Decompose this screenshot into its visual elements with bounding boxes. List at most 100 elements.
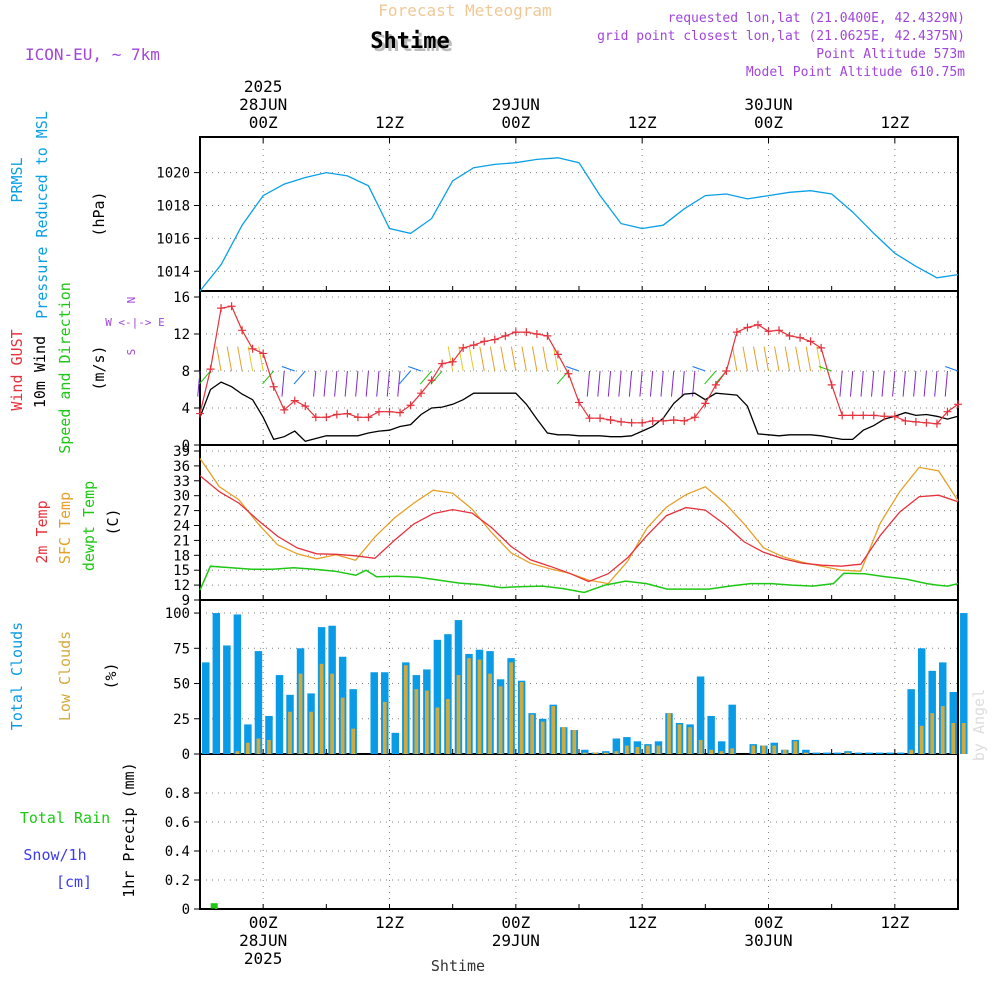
wind-gust-marker [364, 413, 373, 422]
ytick-label-pressure: 1016 [156, 231, 190, 247]
wind-direction-arrow [408, 366, 422, 372]
ytick-label-wind: 8 [182, 364, 190, 380]
panel-precip [194, 753, 959, 910]
wind-direction-arrow [293, 370, 306, 385]
rain-bar [210, 903, 218, 909]
wind-direction-arrow [913, 370, 917, 397]
point-altitude: Point Altitude 573m [816, 47, 965, 62]
wind-direction-label: Speed and Direction [56, 282, 74, 454]
wind-direction-arrow [795, 346, 801, 372]
low-cloud-bar [730, 748, 735, 754]
bottom-time-label: 29JUN [492, 931, 540, 950]
wind-gust-marker [827, 380, 836, 389]
wind-direction-arrow [763, 346, 769, 372]
total-cloud-bar [812, 752, 821, 754]
low-cloud-bar [761, 745, 766, 754]
snow-label: Snow/1h [23, 846, 86, 864]
wind-direction-arrow [419, 370, 432, 385]
total-cloud-bar [244, 724, 252, 754]
low-cloud-bar [509, 662, 513, 754]
pressure-label: PRMSL [8, 157, 26, 202]
ytick-label-temperature: 24 [173, 519, 190, 535]
total-cloud-bar [212, 613, 221, 754]
model-name: ICON-EU, ~ 7km [25, 45, 160, 64]
panel-pressure [194, 136, 959, 292]
low-cloud-bar [940, 706, 945, 754]
ytick-label-temperature: 33 [173, 474, 190, 490]
wind-direction-arrow [923, 370, 927, 397]
wind-gust-marker [817, 343, 826, 352]
ytick-label-clouds: 100 [165, 606, 190, 622]
sfc-temp-label: SFC Temp [56, 492, 74, 564]
wind-gust-marker [511, 328, 520, 337]
chart-title: Forecast Meteogram [378, 1, 551, 20]
low-cloud-bar [625, 745, 629, 754]
wind-gust-marker [290, 396, 299, 405]
dewpoint-line [199, 565, 959, 594]
wind-gust-marker [301, 402, 310, 411]
top-time-label: 12Z [375, 113, 404, 132]
wind-gust-marker [901, 416, 910, 425]
wind-direction-arrow [618, 370, 622, 397]
low-cloud-bar [782, 749, 787, 754]
wind-gust-marker [796, 333, 805, 342]
wind-direction-arrow [607, 370, 612, 397]
low-cloud-bar [467, 658, 471, 754]
wind-direction-arrow [681, 370, 685, 397]
wind-direction-arrow [531, 346, 538, 372]
dewpoint-label: dewpt Temp [80, 481, 98, 571]
requested-coordinates: requested lon,lat (21.0400E, 42.4329N) [668, 11, 965, 26]
total-cloud-bar [433, 639, 442, 754]
wind-direction-arrow [397, 370, 401, 397]
wind-direction-arrow [871, 370, 875, 397]
low-cloud-bar [603, 752, 608, 754]
wind-gust-marker [396, 408, 405, 417]
low-cloud-bar [709, 749, 713, 754]
total-cloud-bar [865, 752, 873, 754]
wind-gust-marker [732, 328, 741, 337]
total-cloud-bar [802, 749, 810, 754]
total-cloud-bar [696, 676, 705, 754]
total-cloud-bar [275, 675, 284, 754]
bottom-time-label: 12Z [375, 913, 404, 932]
low-cloud-bar [804, 752, 808, 754]
wind-gust-marker [638, 418, 647, 427]
wind-gust-marker [417, 389, 426, 398]
low-cloud-bar [582, 752, 587, 754]
low-cloud-bar [961, 722, 966, 754]
wind-direction-arrow [344, 370, 348, 397]
cloud-unit: (%) [102, 662, 120, 689]
low-cloud-bar [688, 727, 692, 754]
wind-gust-marker [532, 330, 541, 338]
wind-direction-arrow [355, 370, 359, 397]
wind-direction-arrow [430, 370, 443, 385]
low-cloud-bar [414, 689, 419, 754]
wind-direction-arrow [704, 370, 717, 385]
credit-watermark: by Angel [970, 689, 988, 761]
wind-gust-marker [764, 327, 773, 336]
wind-gust-marker [859, 411, 868, 420]
wind-direction-arrow [376, 370, 380, 397]
ytick-label-clouds: 25 [173, 712, 190, 728]
low-cloud-bar [288, 711, 292, 754]
wind-gust-marker [196, 409, 204, 418]
gridpoint-coordinates: grid point closest lon,lat (21.0625E, 42… [597, 29, 965, 44]
low-cloud-bar [519, 682, 524, 754]
total-cloud-bar [254, 651, 263, 754]
low-cloud-bar [846, 752, 850, 754]
precip-unit: 1hr Precip (mm) [120, 762, 138, 897]
compass-south: S [125, 349, 138, 356]
low-cloud-bar [698, 739, 703, 754]
low-cloud-bar [561, 727, 566, 754]
low-cloud-bar [530, 714, 535, 754]
station-name: Shtime [370, 29, 449, 54]
wind-direction-arrow [258, 346, 264, 372]
low-cloud-bar [298, 673, 303, 754]
total-cloud-bar [717, 741, 726, 754]
wind-direction-arrow [281, 366, 295, 372]
wind-gust-marker [311, 413, 320, 422]
wind-direction-arrow [216, 346, 222, 372]
ytick-label-temperature: 15 [173, 563, 190, 579]
compass-north: N [125, 297, 138, 304]
total-cloud-bar [928, 670, 936, 754]
